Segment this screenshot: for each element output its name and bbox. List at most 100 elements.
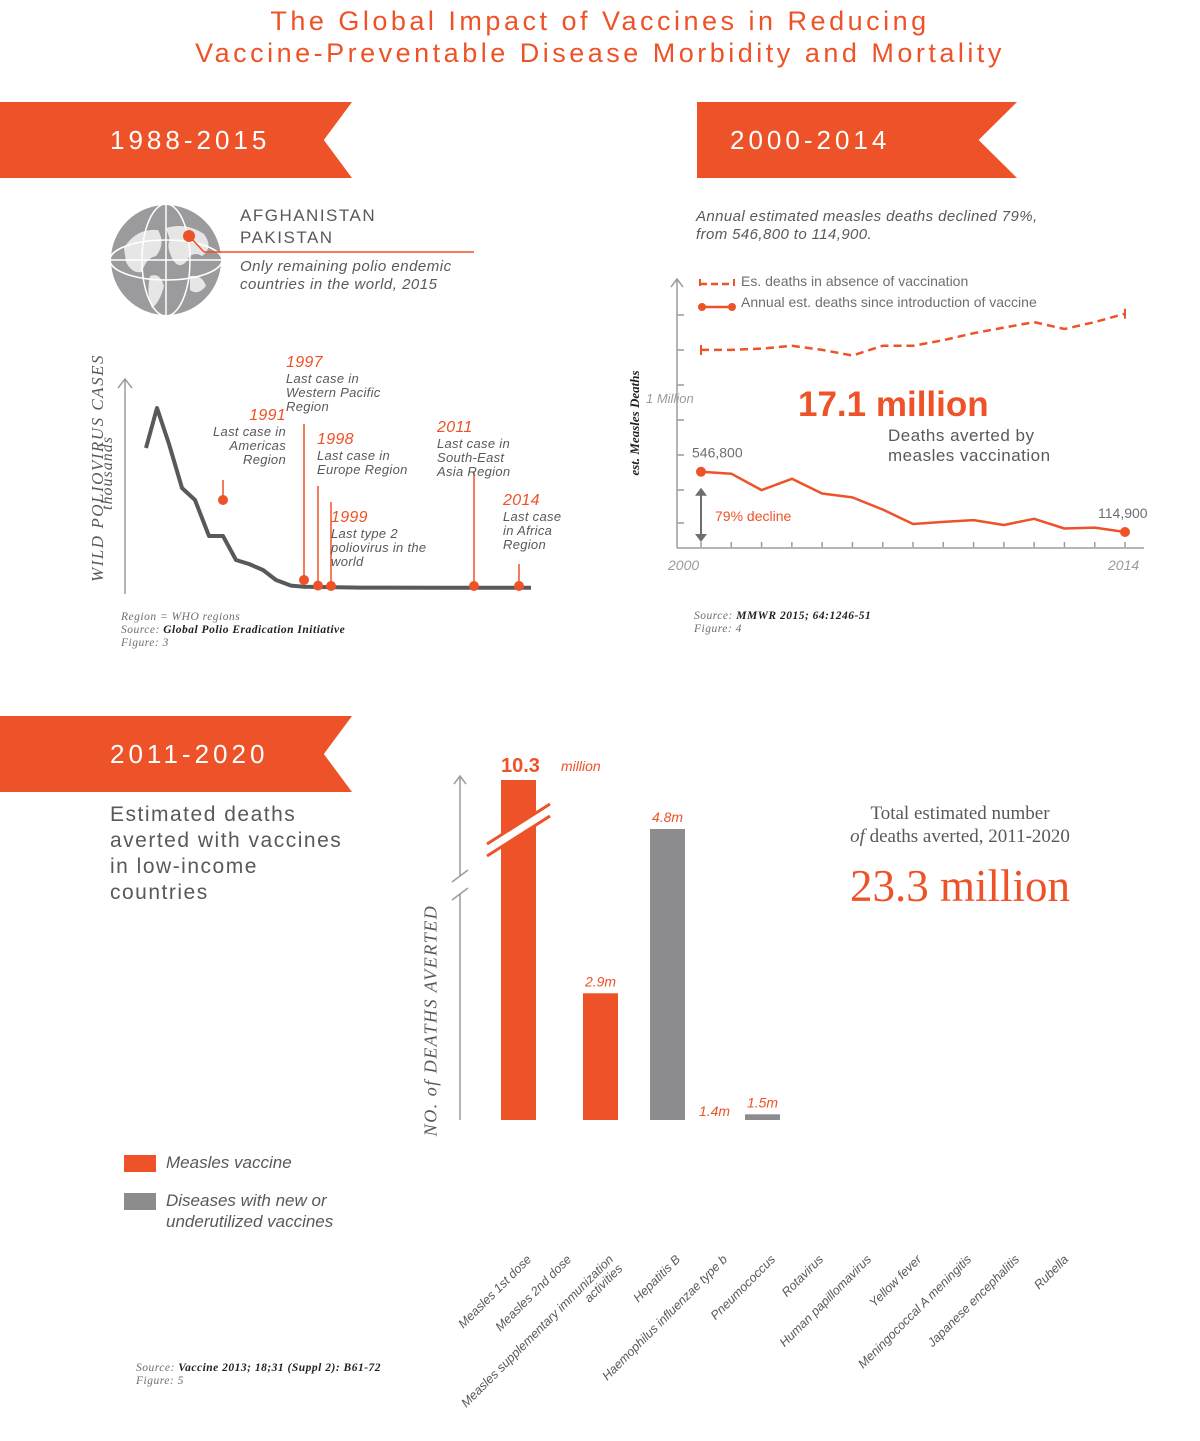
- milestone-year-1997: 1997: [286, 354, 323, 371]
- averted-description-4: countries: [110, 881, 209, 904]
- total-value: 23.3 million: [849, 861, 1070, 911]
- milestone-text-2011-2: Asia Region: [437, 464, 511, 479]
- page-title-line2: Vaccine-Preventable Disease Morbidity an…: [195, 38, 1005, 68]
- milestone-text-1999-1: poliovirus in the: [331, 540, 427, 555]
- measles-intro-1: Annual estimated measles deaths declined…: [696, 208, 1038, 225]
- milestone-year-1998: 1998: [317, 431, 354, 448]
- milestone-dot-1998: [313, 580, 323, 591]
- measles-end-dot: [1120, 526, 1130, 537]
- milestone-text-2011-0: Last case in: [437, 436, 510, 451]
- category-label-11: Rubella: [1030, 1252, 1071, 1293]
- country-pakistan: PAKISTAN: [240, 228, 334, 247]
- category-label-9: Meningococcal A meningitis: [854, 1252, 974, 1372]
- measles-figure: Figure: 4: [694, 623, 742, 635]
- averted-description: Estimated deaths averted with vaccines i…: [110, 802, 342, 906]
- milestone-text-2014-1: in Africa: [503, 523, 553, 538]
- category-label-0: Measles 1st dose: [455, 1252, 534, 1331]
- bar-5: [745, 1114, 780, 1120]
- milestone-label-1999: 1999 Last type 2 poliovirus in the world: [331, 508, 451, 569]
- measles-intro-2: from 546,800 to 114,900.: [696, 226, 873, 243]
- milestone-text-2014-0: Last case: [503, 509, 562, 524]
- category-label-8: Yellow fever: [866, 1252, 924, 1310]
- measles-series-vaccine: [700, 470, 1126, 534]
- page-title-line1: The Global Impact of Vaccines in Reducin…: [270, 6, 930, 36]
- measles-source: Source: MMWR 2015; 64:1246-51: [694, 610, 872, 622]
- measles-series-no-vaccine: [701, 312, 1126, 357]
- globe-icon: [109, 203, 223, 317]
- bar-label-0-unit: million: [561, 758, 601, 774]
- averted-axis-break-a: [451, 869, 469, 883]
- polio-figure: Figure: 3: [121, 637, 169, 649]
- measles-xlabel-end: 2014: [1107, 557, 1139, 573]
- banner-2000-2014: 2000-2014: [697, 102, 1017, 178]
- bar-label-5: 1.5m: [747, 1094, 778, 1110]
- measles-start-dot: [696, 466, 706, 477]
- averted-source: Source: Vaccine 2013; 18;31 (Suppl 2): B…: [136, 1362, 382, 1374]
- bar-break-line-a: [486, 802, 551, 846]
- polio-line: [144, 406, 531, 590]
- legend-new-label-1: Diseases with new or: [166, 1191, 327, 1210]
- averted-chart: 10.3million0.3m2.9m4.8m1.4m1.5m0.8m0.5m3…: [451, 755, 780, 1120]
- legend-solid-dot-a: [698, 303, 706, 311]
- milestone-text-2014-2: Region: [503, 537, 546, 552]
- bar-label-3: 4.8m: [652, 809, 683, 825]
- milestone-text-1991-2: Region: [243, 452, 286, 467]
- milestone-dot-2014: [514, 581, 524, 591]
- measles-xlabel-start: 2000: [667, 557, 699, 573]
- bar-break-gap: [484, 806, 553, 854]
- category-label-6: Rotavirus: [778, 1252, 826, 1300]
- milestone-text-1997-2: Region: [286, 399, 329, 414]
- milestone-text-1997-0: Last case in: [286, 371, 359, 386]
- legend-new-label-2: underutilized vaccines: [166, 1212, 334, 1231]
- averted-description-1: Estimated deaths: [110, 803, 297, 826]
- milestone-year-1991: 1991: [249, 407, 286, 424]
- bar-label-2: 2.9m: [584, 973, 616, 989]
- measles-big-caption-2: measles vaccination: [888, 446, 1051, 465]
- legend-new-swatch: [124, 1193, 156, 1210]
- milestone-text-1998-0: Last case in: [317, 448, 390, 463]
- legend-solid-label: Annual est. deaths since introduction of…: [741, 294, 1037, 310]
- measles-big-number: 17.1 million: [798, 385, 989, 424]
- banner-2011-2020: 2011-2020: [0, 716, 352, 792]
- milestone-year-1999: 1999: [331, 509, 368, 526]
- measles-end-label: 114,900: [1098, 505, 1148, 521]
- milestone-text-2011-1: South-East: [437, 450, 505, 465]
- bar-2: [583, 993, 618, 1120]
- polio-note: Region = WHO regions: [121, 611, 241, 623]
- category-label-5: Pneumococcus: [707, 1252, 778, 1323]
- banner-1988-2015: 1988-2015: [0, 102, 352, 178]
- milestone-label-2011: 2011 Last case in South-East Asia Region: [437, 418, 527, 479]
- polio-axis-arrow: [117, 377, 133, 389]
- total-caption-2: of deaths averted, 2011-2020: [850, 826, 1070, 847]
- decline-arrow-up: [695, 487, 707, 496]
- milestone-text-1997-1: Western Pacific: [286, 385, 381, 400]
- averted-figure: Figure: 5: [136, 1375, 184, 1387]
- milestone-text-1991-1: Americas: [229, 438, 286, 453]
- decline-arrow-down: [695, 534, 707, 542]
- country-afghanistan: AFGHANISTAN: [240, 206, 377, 225]
- decline-label: 79% decline: [715, 508, 791, 524]
- category-label-7: Human papillomavirus: [776, 1252, 874, 1350]
- legend-solid-dot-b: [728, 303, 736, 311]
- endemic-text-1: Only remaining polio endemic: [240, 258, 452, 275]
- milestone-label-2014: 2014 Last case in Africa Region: [503, 491, 573, 552]
- bar-break-line-b: [486, 814, 551, 858]
- milestone-label-1997: 1997 Last case in Western Pacific Region: [286, 353, 406, 414]
- bar-label-0: 10.3: [501, 755, 540, 777]
- averted-axis-arrow: [453, 774, 467, 785]
- milestone-label-1991: 1991 Last case in Americas Region: [200, 406, 286, 467]
- averted-description-2: averted with vaccines: [110, 829, 343, 852]
- legend-measles-label: Measles vaccine: [166, 1153, 292, 1172]
- milestone-dot-2011: [469, 581, 479, 591]
- total-caption-1: Total estimated number: [870, 803, 1050, 824]
- milestone-year-2011: 2011: [437, 419, 473, 436]
- measles-start-label: 546,800: [692, 445, 743, 461]
- legend-dashed-label: Es. deaths in absence of vaccination: [741, 273, 968, 289]
- bar-3: [650, 829, 685, 1120]
- milestone-text-1991-0: Last case in: [213, 424, 286, 439]
- milestone-dot-1991: [218, 495, 228, 505]
- category-label-10: Japanese encephalitis: [924, 1252, 1022, 1350]
- milestone-dot-1999: [326, 581, 336, 591]
- legend-measles-swatch: [124, 1155, 156, 1172]
- polio-chart: [117, 377, 531, 594]
